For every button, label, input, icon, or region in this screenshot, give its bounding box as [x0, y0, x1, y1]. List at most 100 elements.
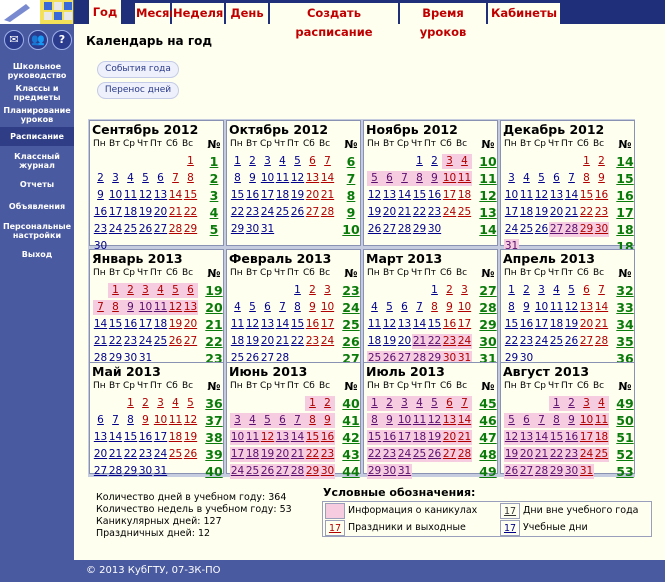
calendar-day[interactable]: 24 — [320, 335, 335, 347]
calendar-day[interactable]: 26 — [504, 464, 519, 479]
calendar-day[interactable]: 28 — [108, 465, 123, 477]
calendar-day[interactable]: 27 — [519, 464, 534, 479]
calendar-day[interactable]: 17 — [260, 189, 275, 201]
calendar-day[interactable]: 7 — [457, 396, 472, 411]
calendar-day[interactable]: 5 — [168, 283, 183, 298]
calendar-day[interactable]: 26 — [168, 335, 183, 347]
calendar-day[interactable]: 22 — [412, 206, 427, 218]
calendar-day[interactable]: 17 — [504, 206, 519, 218]
calendar-day[interactable]: 14 — [320, 172, 335, 184]
calendar-day[interactable]: 11 — [153, 300, 168, 315]
calendar-day[interactable]: 11 — [230, 318, 245, 330]
week-number[interactable]: 34 — [616, 317, 634, 332]
calendar-day[interactable]: 17 — [153, 431, 168, 443]
week-number[interactable]: 49 — [479, 464, 497, 479]
calendar-day[interactable]: 5 — [249, 301, 256, 313]
calendar-day[interactable]: 27 — [579, 335, 594, 347]
calendar-day[interactable]: 3 — [138, 283, 153, 298]
calendar-day[interactable]: 26 — [290, 206, 305, 218]
calendar-day[interactable]: 6 — [309, 155, 316, 167]
sidebar-item-0[interactable]: Школьное руководство — [7, 62, 67, 80]
calendar-day[interactable]: 23 — [123, 335, 138, 347]
calendar-day[interactable]: 4 — [371, 301, 378, 313]
calendar-day[interactable]: 7 — [112, 414, 119, 426]
week-number[interactable]: 47 — [479, 430, 497, 445]
calendar-day[interactable]: 21 — [168, 206, 183, 218]
help-icon[interactable]: ? — [52, 30, 72, 50]
week-number[interactable]: 16 — [616, 188, 634, 203]
calendar-day[interactable]: 10 — [153, 414, 168, 426]
calendar-day[interactable]: 7 — [279, 301, 286, 313]
calendar-day[interactable]: 23 — [427, 206, 442, 218]
calendar-day[interactable]: 6 — [97, 414, 104, 426]
week-number[interactable]: 40 — [205, 464, 223, 479]
calendar-day[interactable]: 15 — [579, 189, 594, 201]
week-number[interactable]: 27 — [479, 283, 497, 298]
calendar-day[interactable]: 5 — [187, 397, 194, 409]
calendar-day[interactable]: 9 — [320, 413, 335, 428]
calendar-day[interactable]: 10 — [504, 189, 519, 201]
tab-5[interactable]: Время уроков — [400, 3, 486, 39]
sidebar-item-8[interactable]: Выход — [21, 250, 53, 259]
calendar-day[interactable]: 5 — [386, 301, 393, 313]
tab-6[interactable]: Кабинеты — [488, 3, 560, 24]
calendar-day[interactable]: 8 — [127, 414, 134, 426]
calendar-day[interactable]: 6 — [183, 283, 198, 298]
calendar-day[interactable]: 6 — [401, 301, 408, 313]
calendar-day[interactable]: 10 — [442, 171, 457, 186]
calendar-day[interactable]: 30 — [382, 464, 397, 479]
calendar-day[interactable]: 25 — [230, 352, 245, 364]
calendar-day[interactable]: 23 — [442, 334, 457, 349]
calendar-day[interactable]: 24 — [397, 447, 412, 462]
calendar-day[interactable]: 1 — [294, 284, 301, 296]
sidebar-item-3[interactable]: Расписание — [0, 127, 74, 146]
calendar-day[interactable]: 18 — [367, 335, 382, 347]
calendar-day[interactable]: 29 — [504, 352, 519, 364]
calendar-day[interactable]: 27 — [153, 223, 168, 235]
sidebar-item-2[interactable]: Планирование уроков — [3, 106, 71, 124]
calendar-day[interactable]: 10 — [108, 189, 123, 201]
calendar-day[interactable]: 20 — [275, 447, 290, 462]
calendar-day[interactable]: 21 — [457, 430, 472, 445]
week-number[interactable]: 13 — [479, 205, 497, 220]
week-number[interactable]: 3 — [209, 188, 219, 203]
calendar-day[interactable]: 16 — [93, 206, 108, 218]
calendar-day[interactable]: 10 — [579, 413, 594, 428]
tab-0[interactable]: Год — [89, 0, 121, 24]
calendar-day[interactable]: 26 — [427, 447, 442, 462]
calendar-day[interactable]: 26 — [245, 352, 260, 364]
calendar-day[interactable]: 30 — [427, 223, 442, 235]
calendar-day[interactable]: 4 — [594, 396, 609, 411]
calendar-day[interactable]: 22 — [123, 448, 138, 460]
calendar-day[interactable]: 20 — [93, 448, 108, 460]
calendar-day[interactable]: 12 — [504, 430, 519, 445]
calendar-day[interactable]: 8 — [305, 413, 320, 428]
week-number[interactable]: 33 — [616, 300, 634, 315]
calendar-day[interactable]: 30 — [594, 222, 609, 237]
calendar-day[interactable]: 9 — [382, 413, 397, 428]
calendar-day[interactable]: 20 — [305, 189, 320, 201]
calendar-day[interactable]: 22 — [549, 447, 564, 462]
calendar-day[interactable]: 28 — [93, 352, 108, 364]
calendar-day[interactable]: 13 — [93, 431, 108, 443]
calendar-day[interactable]: 16 — [442, 318, 457, 330]
calendar-day[interactable]: 8 — [583, 172, 590, 184]
calendar-day[interactable]: 27 — [260, 352, 275, 364]
calendar-day[interactable]: 22 — [504, 335, 519, 347]
calendar-day[interactable]: 14 — [108, 431, 123, 443]
calendar-day[interactable]: 12 — [564, 301, 579, 313]
calendar-day[interactable]: 25 — [275, 206, 290, 218]
calendar-day[interactable]: 14 — [594, 301, 609, 313]
calendar-day[interactable]: 4 — [412, 396, 427, 411]
calendar-day[interactable]: 3 — [157, 397, 164, 409]
calendar-day[interactable]: 16 — [138, 431, 153, 443]
calendar-day[interactable]: 12 — [183, 414, 198, 426]
calendar-day[interactable]: 18 — [412, 430, 427, 445]
calendar-day[interactable]: 26 — [534, 223, 549, 235]
year-events-button[interactable]: События года — [97, 61, 179, 78]
calendar-day[interactable]: 17 — [230, 447, 245, 462]
calendar-day[interactable]: 9 — [309, 301, 316, 313]
calendar-day[interactable]: 21 — [290, 447, 305, 462]
calendar-day[interactable]: 11 — [549, 301, 564, 313]
calendar-day[interactable]: 25 — [457, 206, 472, 218]
